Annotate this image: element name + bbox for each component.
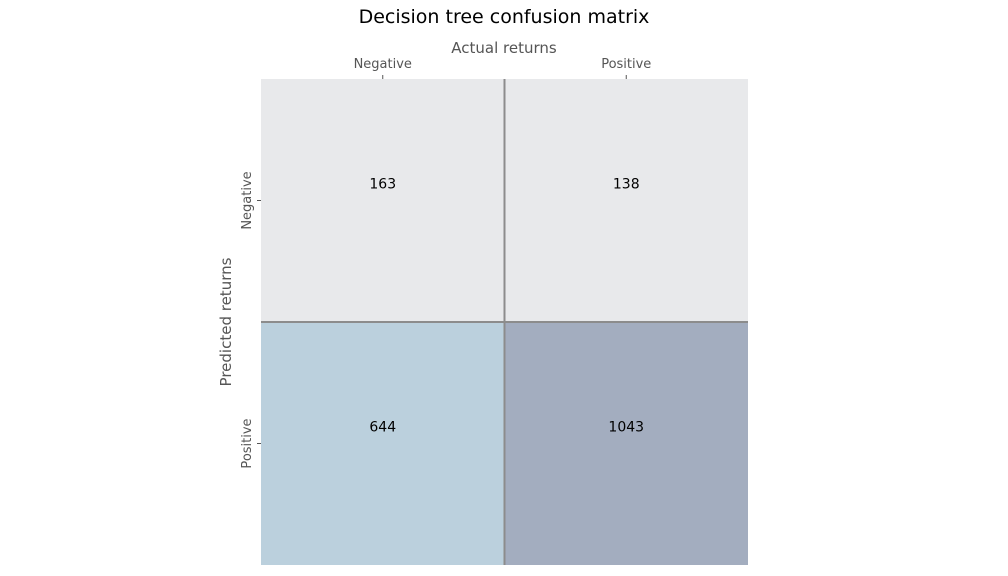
chart-title: Decision tree confusion matrix (359, 6, 650, 28)
cell-value-label-0-0: 163 (369, 177, 396, 193)
y-tick-label: Positive (240, 418, 255, 468)
cell-value-labels: 163 138 644 1043 (369, 177, 644, 436)
y-axis-label: Predicted returns (217, 257, 235, 386)
x-tick-label: Positive (601, 57, 651, 72)
x-axis-label: Actual returns (451, 39, 557, 57)
cell-value-label-1-1: 1043 (608, 420, 644, 436)
heatmap-cell-0-1 (504, 79, 748, 322)
heatmap-cells (261, 79, 748, 565)
cell-value-label-1-0: 644 (369, 420, 396, 436)
heatmap-cell-1-1 (504, 322, 748, 565)
heatmap-cell-0-0 (261, 79, 505, 322)
y-tick-label: Negative (240, 171, 255, 229)
cell-value-label-0-1: 138 (613, 177, 640, 193)
grid-dividers (261, 79, 748, 565)
heatmap-cell-1-0 (261, 322, 505, 565)
x-axis-ticks: Negative Positive (354, 57, 651, 79)
x-tick-label: Negative (354, 57, 412, 72)
y-axis-ticks: Negative Positive (240, 171, 261, 469)
